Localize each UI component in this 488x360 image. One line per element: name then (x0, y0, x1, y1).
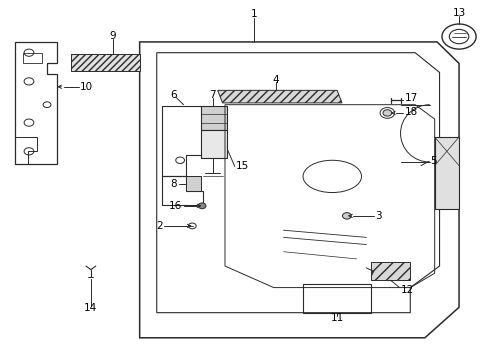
Text: 16: 16 (168, 201, 182, 211)
Polygon shape (185, 176, 200, 191)
Circle shape (382, 110, 391, 116)
Text: 5: 5 (429, 156, 435, 166)
Circle shape (342, 213, 350, 219)
Polygon shape (71, 54, 140, 71)
Polygon shape (217, 90, 341, 103)
Text: 11: 11 (330, 313, 343, 323)
Text: 2: 2 (156, 221, 162, 231)
Text: 3: 3 (374, 211, 381, 221)
Text: 8: 8 (170, 179, 177, 189)
Text: 7: 7 (209, 90, 216, 100)
Text: 13: 13 (451, 8, 465, 18)
Text: 15: 15 (236, 161, 249, 171)
Polygon shape (434, 137, 458, 209)
Text: 4: 4 (272, 75, 279, 85)
Text: 6: 6 (170, 90, 177, 100)
Text: 10: 10 (80, 82, 93, 92)
Text: 18: 18 (404, 107, 417, 117)
Text: 12: 12 (400, 285, 413, 296)
Polygon shape (200, 107, 227, 130)
Polygon shape (370, 262, 409, 280)
Text: 14: 14 (84, 303, 97, 314)
Text: 1: 1 (250, 9, 257, 19)
Circle shape (198, 203, 205, 209)
Text: 17: 17 (404, 93, 417, 103)
Text: 9: 9 (109, 31, 116, 41)
Polygon shape (200, 130, 227, 158)
